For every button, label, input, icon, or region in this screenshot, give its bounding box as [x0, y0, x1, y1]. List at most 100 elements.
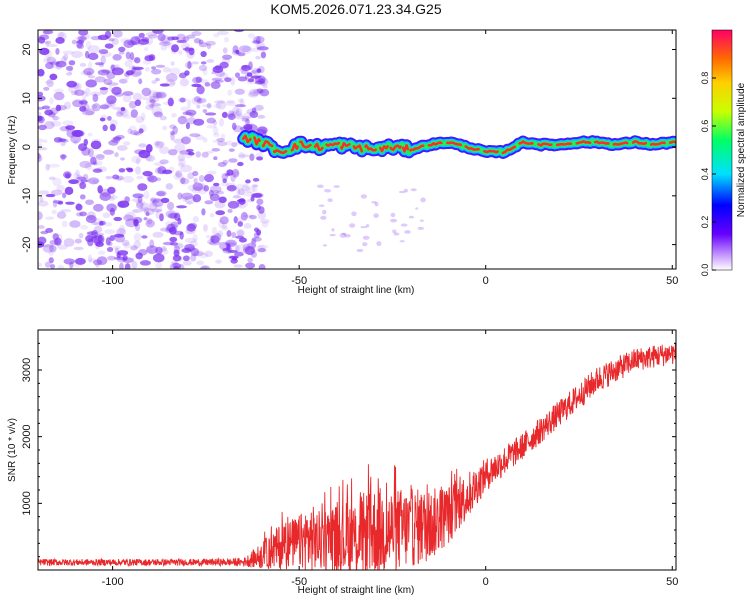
- noise-blob: [99, 104, 110, 110]
- noise-blob: [244, 246, 256, 256]
- noise-blob: [63, 53, 69, 61]
- noise-blob: [112, 174, 120, 180]
- noise-blob: [93, 154, 106, 158]
- noise-blob: [146, 248, 153, 253]
- noise-blob: [186, 223, 197, 232]
- noise-blob: [191, 186, 202, 194]
- noise-blob: [134, 166, 142, 175]
- noise-blob: [155, 262, 163, 269]
- noise-blob: [189, 113, 195, 118]
- noise-blob: [85, 79, 97, 88]
- noise-blob: [213, 132, 220, 138]
- noise-blob: [58, 31, 67, 41]
- noise-blob: [408, 215, 414, 219]
- noise-blob: [195, 151, 201, 158]
- noise-blob: [136, 202, 145, 207]
- noise-blob: [226, 230, 232, 238]
- noise-blob: [134, 149, 146, 155]
- noise-blob: [256, 204, 261, 211]
- snr-x-ticks: -100 -50 0 50: [102, 330, 678, 588]
- noise-blob: [203, 223, 208, 232]
- noise-blob: [123, 72, 131, 77]
- noise-blob: [251, 67, 260, 76]
- noise-blob: [155, 77, 160, 82]
- x-tick-label: 50: [666, 576, 678, 588]
- noise-blob: [38, 106, 45, 111]
- noise-blob: [131, 209, 143, 214]
- noise-blob: [365, 223, 370, 228]
- noise-blob: [213, 182, 220, 187]
- noise-blob: [230, 173, 236, 183]
- noise-blob: [237, 229, 244, 237]
- noise-blob: [135, 252, 143, 260]
- noise-blob: [224, 77, 232, 83]
- noise-blob: [152, 91, 163, 99]
- noise-blob: [159, 213, 164, 222]
- noise-blob: [103, 101, 112, 108]
- noise-blob: [186, 34, 196, 39]
- noise-blob: [79, 160, 92, 169]
- noise-blob: [92, 103, 101, 112]
- noise-blob: [145, 143, 153, 153]
- noise-blob: [221, 225, 228, 231]
- noise-blob: [255, 55, 261, 60]
- noise-blob: [196, 104, 201, 109]
- noise-blob: [241, 185, 250, 192]
- noise-blob: [250, 239, 257, 248]
- noise-blob: [247, 257, 253, 263]
- noise-blob: [42, 243, 54, 253]
- noise-blob: [189, 133, 201, 138]
- noise-blob: [215, 100, 227, 110]
- noise-blob: [362, 235, 370, 240]
- noise-blob: [55, 104, 62, 112]
- noise-blob: [111, 67, 124, 76]
- noise-blob: [133, 232, 142, 242]
- noise-blob: [81, 90, 88, 99]
- noise-blob: [38, 147, 48, 151]
- noise-blob: [242, 183, 249, 188]
- noise-blob: [187, 151, 195, 156]
- noise-blob: [145, 152, 152, 161]
- noise-blob: [221, 111, 228, 119]
- noise-blob: [76, 176, 87, 180]
- spectrogram-y-ticks: -20 -10 0 10 20: [21, 43, 676, 253]
- noise-blob: [117, 202, 126, 208]
- noise-blob: [186, 49, 195, 59]
- noise-blob: [206, 102, 212, 109]
- noise-blob: [111, 37, 119, 45]
- noise-blob: [179, 231, 184, 240]
- noise-blob: [112, 53, 122, 61]
- noise-blob: [235, 228, 246, 237]
- noise-blob: [122, 255, 128, 261]
- noise-blob: [252, 177, 260, 182]
- noise-blob: [42, 57, 51, 63]
- colorbar-ticks: 0.0 0.2 0.4 0.6 0.8: [700, 72, 716, 276]
- noise-blob: [227, 200, 240, 209]
- noise-blob: [227, 249, 238, 253]
- noise-blob: [135, 116, 144, 124]
- noise-blob: [68, 85, 74, 93]
- noise-blob: [130, 245, 138, 251]
- noise-blob: [125, 51, 131, 60]
- noise-blob: [154, 141, 164, 149]
- noise-blob: [237, 161, 244, 167]
- noise-blob: [46, 78, 54, 88]
- noise-blob: [110, 64, 116, 72]
- noise-blob: [231, 256, 238, 261]
- noise-blob: [130, 109, 138, 118]
- noise-blob: [149, 103, 155, 109]
- noise-blob: [128, 100, 137, 109]
- noise-blob: [178, 97, 187, 103]
- noise-blob: [149, 201, 158, 211]
- noise-blob: [179, 78, 189, 87]
- noise-blob: [74, 89, 85, 96]
- noise-blob: [148, 95, 155, 102]
- noise-blob: [200, 265, 210, 269]
- noise-blob: [97, 234, 105, 244]
- noise-blob: [90, 91, 101, 97]
- noise-blob: [231, 168, 240, 178]
- noise-blob: [204, 200, 214, 205]
- noise-blob: [316, 184, 324, 189]
- noise-blob: [94, 76, 106, 83]
- noise-blob: [196, 85, 205, 95]
